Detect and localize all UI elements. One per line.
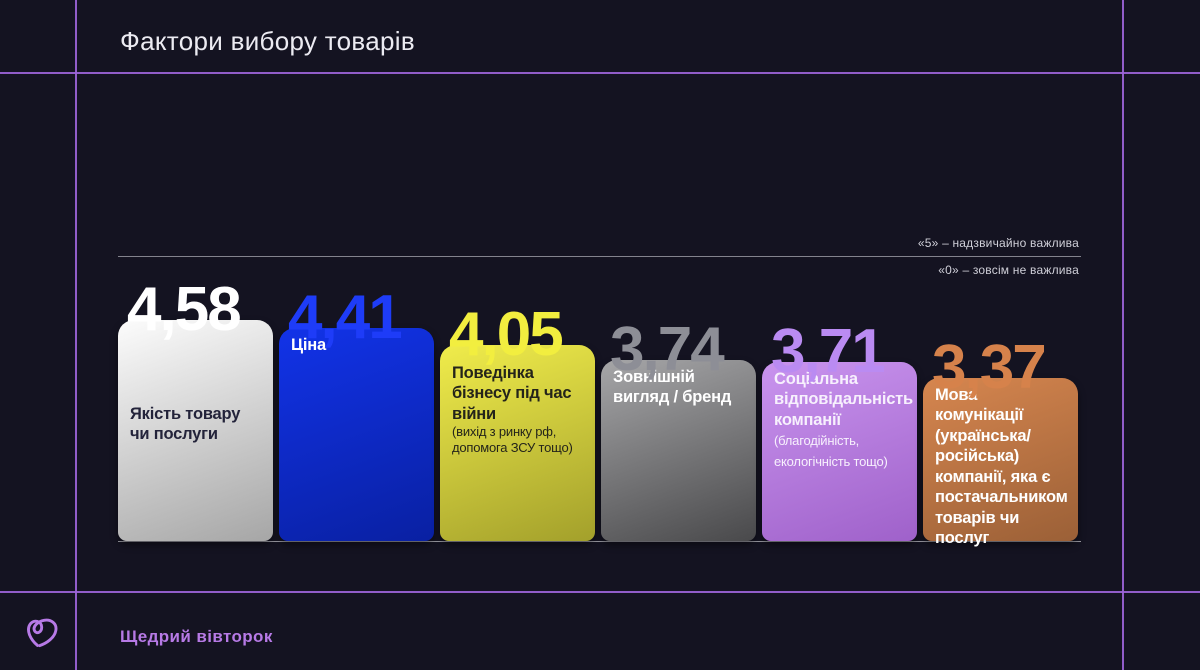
bar-label: Мова комунікації (українська/ російська)… [935,386,1068,548]
bar-value: 3,37 [932,333,1047,402]
grid-line-vertical-right [1122,0,1124,670]
bar-value: 3,74 [610,315,725,384]
bar-1: 4,58 Якість товару чи послуги [118,279,273,541]
bar-note: (вихід з ринку рф, допомога ЗСУ тощо) [452,424,573,455]
bar-4: 3,74 Зовнішній вигляд / бренд [601,319,756,541]
footer-brand: Щедрий вівторок [120,627,273,646]
scale-max-label: «5» – надзвичайно важлива [917,236,1079,250]
bar-chart: «5» – надзвичайно важлива «0» – зовсім н… [118,236,1081,547]
bar-5: 3,71 Соціальна відповідальність компанії … [762,321,917,541]
bar-label: Соціальна відповідальність компанії [774,370,913,429]
bar-label: Ціна [291,336,326,354]
bar-value: 4,05 [449,300,564,369]
bar-value: 3,71 [771,317,886,386]
bar-value: 4,41 [288,283,403,352]
grid-line-horizontal-top [0,72,1200,74]
bar-label: Зовнішній вигляд / бренд [613,368,732,407]
heart-scribble-logo-icon [27,618,58,648]
bar-value: 4,58 [127,275,242,344]
bar-label: Поведінка бізнесу під час війни [452,364,572,423]
bar-label: Якість товару чи послуги [130,405,241,444]
grid-line-horizontal-bottom [0,591,1200,593]
bar-note: (благодійність, екологічність тощо) [774,433,888,469]
bar-6: 3,37 Мова комунікації (українська/ російс… [923,337,1078,547]
bar-3: 4,05 Поведінка бізнесу під час війни (вихі… [440,304,595,541]
page-title: Фактори вибору товарів [120,26,415,56]
scale-min-label: «0» – зовсім не важлива [938,263,1079,277]
grid-line-vertical-left [75,0,77,670]
bar-2: 4,41 Ціна [279,287,434,541]
